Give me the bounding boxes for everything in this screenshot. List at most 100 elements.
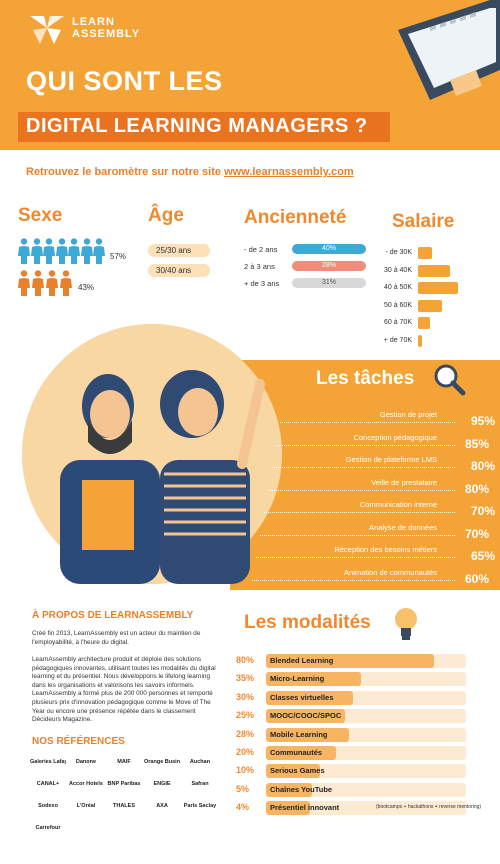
website-link[interactable]: www.learnassembly.com: [224, 166, 354, 178]
references-title: NOS RÉFÉRENCES: [32, 736, 125, 747]
modalite-pct: 30%: [236, 691, 255, 702]
task-label: Animation de communautés: [344, 567, 437, 577]
modalite-bg: [266, 801, 466, 816]
task-dotted-line: [260, 534, 455, 536]
anciennete-label: - de 2 ans: [244, 245, 278, 254]
modalite-note: (bootcamps + hackathons + reverse mentor…: [376, 804, 482, 811]
anciennete-title: Ancienneté: [244, 207, 347, 228]
task-label: Conception pédagogique: [353, 432, 437, 442]
task-pct: 80%: [470, 459, 495, 473]
salaire-label: + de 70K: [383, 336, 412, 344]
modalite-bar: [266, 727, 350, 742]
task-pct: 70%: [470, 504, 495, 518]
task-pct: 85%: [464, 436, 489, 451]
reference-logo: Sodexo: [38, 803, 58, 809]
modalite-bar: [266, 690, 353, 705]
modalite-bar: [266, 764, 321, 779]
modalite-pct: 20%: [236, 747, 255, 757]
salaire-row: - de 30K: [374, 247, 484, 260]
logo-line2: ASSEMBLY: [72, 28, 141, 40]
lightbulb-icon: [392, 606, 420, 642]
modalite-bar: [266, 709, 345, 724]
anciennete-label: + de 3 ans: [244, 279, 280, 288]
salaire-bars: - de 30K 30 à 40K 40 à 50K 50 à 60K 60 à 70K…: [374, 247, 484, 347]
salaire-row: 60 à 70K: [374, 317, 484, 330]
task-pct: 60%: [464, 571, 489, 586]
anciennete-label: 2 à 3 ans: [244, 262, 275, 271]
page-title-line1: QUI SONT LES: [26, 66, 223, 96]
salaire-bar: [418, 282, 458, 294]
salaire-row: 50 à 60K: [374, 299, 484, 313]
task-pct: 95%: [470, 414, 495, 428]
magnifier-icon: [432, 362, 466, 396]
reference-logo: Auchan: [189, 759, 211, 765]
modalite-label: Mobile Learning: [270, 729, 328, 739]
anciennete-bar: 40%: [292, 244, 366, 254]
modalite-bar: [266, 746, 337, 760]
reference-logo: THALES: [113, 803, 135, 809]
anciennete-row: - de 2 ans 40%: [244, 243, 366, 256]
task-dotted-line: [252, 579, 455, 581]
modalite-row: 10% Serious Games: [236, 764, 496, 779]
man-icon: [60, 270, 72, 301]
anciennete-bar: 28%: [292, 261, 366, 271]
modalite-bar: [266, 654, 434, 668]
modalite-row: 5% Chaînes YouTube: [236, 782, 496, 797]
modalite-pct: 10%: [236, 765, 255, 776]
man-icon: [46, 270, 58, 301]
reference-logo: L'Oréal: [76, 803, 96, 809]
task-row: Réception des besoins métiers 65%: [240, 545, 495, 565]
modalite-bar: [266, 672, 361, 687]
title-underline-bar: [18, 112, 390, 142]
salaire-row: + de 70K: [374, 334, 484, 348]
man-illustration-icon: [52, 370, 172, 584]
salaire-label: - de 30K: [385, 249, 412, 256]
reference-logo: Paris Saclay: [183, 803, 217, 809]
subtitle-prefix: Retrouvez le baromètre sur notre site: [26, 166, 225, 178]
modalite-row: 25% MOOC/COOC/SPOC: [236, 709, 496, 724]
woman-icon: [93, 238, 105, 269]
men-pct: 43%: [78, 283, 95, 292]
reference-logo: AXA: [156, 803, 168, 809]
task-pct: 80%: [464, 481, 489, 496]
modalite-label: MOOC/COOC/SPOC: [270, 711, 342, 721]
task-pct: 65%: [470, 549, 495, 563]
age-title: Âge: [148, 205, 184, 226]
apropos-title: À PROPOS DE LEARNASSEMBLY: [32, 610, 194, 621]
salaire-title: Salaire: [392, 211, 455, 232]
salaire-label: 30 à 40K: [383, 266, 412, 274]
modalite-pct: 25%: [236, 710, 255, 721]
salaire-label: 50 à 60K: [383, 301, 412, 309]
modalite-label: Chaînes YouTube: [270, 784, 333, 794]
task-row: Gestion de projet 95%: [240, 410, 495, 430]
salaire-row: 40 à 50K: [374, 282, 484, 295]
apropos-p1: Créé fin 2013, LearnAssembly est un acte…: [32, 630, 201, 646]
salaire-bar: [418, 264, 450, 277]
women-pct: 57%: [110, 252, 127, 261]
apropos-p2: LearnAssembly architecture produit et dé…: [32, 656, 216, 724]
modalites-title: Les modalités: [244, 612, 371, 633]
modalite-label: Communautés: [270, 748, 323, 757]
task-label: Réception des besoins métiers: [334, 545, 437, 554]
woman-icon: [68, 238, 80, 269]
anciennete-row: + de 3 ans 31%: [244, 277, 366, 290]
modalite-row: 20% Communautés: [236, 746, 496, 760]
salaire-bar: [418, 299, 442, 312]
modalite-label: Serious Games: [270, 766, 325, 776]
task-pct: 70%: [464, 526, 489, 541]
page-title-line2: DIGITAL LEARNING MANAGERS ?: [26, 115, 368, 137]
task-row: Animation de communautés 60%: [240, 568, 495, 588]
anciennete-rows: - de 2 ans 40% 2 à 3 ans 28% + de 3 ans 31%: [244, 243, 366, 291]
task-dotted-line: [276, 444, 455, 446]
woman-icon: [80, 238, 93, 269]
modalite-label: Micro-Learning: [270, 674, 325, 684]
woman-icon: [30, 238, 43, 269]
modalite-bar: [266, 801, 311, 816]
reference-logo: ENGIE: [153, 781, 171, 787]
salaire-bar: [418, 247, 432, 259]
modalite-row: 80% Blended Learning: [236, 654, 496, 668]
woman-icon: [55, 238, 68, 269]
age-pill-2: 30/40 ans: [148, 264, 210, 277]
task-dotted-line: [272, 467, 455, 468]
salaire-row: 30 à 40K: [374, 264, 484, 278]
